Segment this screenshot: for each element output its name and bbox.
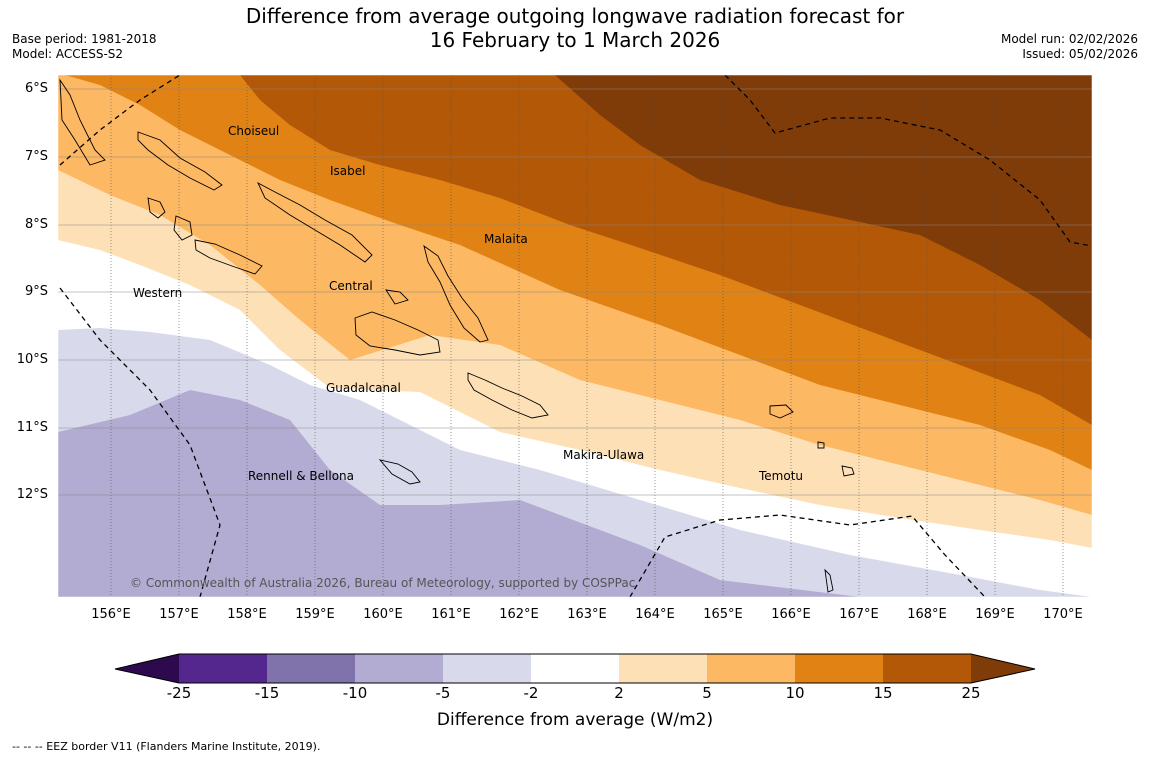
map-frame <box>57 74 1093 598</box>
label-choiseul: Choiseul <box>228 124 280 138</box>
lon-label: 157°E <box>159 607 199 622</box>
colorbar-segment <box>707 654 795 683</box>
label-isabel: Isabel <box>330 164 366 178</box>
lon-label: 162°E <box>499 607 539 622</box>
copyright-notice: © Commonwealth of Australia 2026, Bureau… <box>130 576 635 590</box>
lon-label: 167°E <box>839 607 879 622</box>
lat-label: 9°S <box>24 284 48 299</box>
lat-label: 6°S <box>24 81 48 96</box>
colorbar-tick: 10 <box>785 684 805 702</box>
lat-label: 12°S <box>16 487 48 502</box>
colorbar-tick: -15 <box>254 684 280 702</box>
colorbar-tick: -25 <box>166 684 192 702</box>
colorbar-segment <box>795 654 883 683</box>
colorbar-segment <box>267 654 355 683</box>
metadata-left: Base period: 1981-2018 Model: ACCESS-S2 <box>12 32 157 62</box>
graticule <box>110 75 1064 597</box>
lat-label: 10°S <box>16 352 48 367</box>
issued-date: Issued: 05/02/2026 <box>1022 47 1138 61</box>
eez-legend-note: -- -- -- EEZ border V11 (Flanders Marine… <box>12 740 321 753</box>
lon-label: 168°E <box>907 607 947 622</box>
lon-label: 170°E <box>1043 607 1083 622</box>
colorbar-tick: 5 <box>702 684 712 702</box>
label-temotu: Temotu <box>759 469 804 483</box>
title-line-1: Difference from average outgoing longwav… <box>245 4 905 28</box>
colorbar-segment <box>355 654 443 683</box>
colorbar-tick: -10 <box>342 684 368 702</box>
colorbar-segment <box>619 654 707 683</box>
coastlines <box>59 78 855 593</box>
colorbar-tick: -2 <box>523 684 539 702</box>
lon-label: 159°E <box>295 607 335 622</box>
lat-label: 11°S <box>16 420 48 435</box>
colorbar-segment <box>179 654 267 683</box>
colorbar-tick: 2 <box>614 684 624 702</box>
lon-label: 161°E <box>431 607 471 622</box>
colorbar-tick: 15 <box>873 684 893 702</box>
label-malaita: Malaita <box>484 232 528 246</box>
colorbar-segment <box>971 654 1035 683</box>
metadata-right: Model run: 02/02/2026 Issued: 05/02/2026 <box>1001 32 1138 62</box>
lon-label: 156°E <box>91 607 131 622</box>
colorbar-tick: 25 <box>961 684 981 702</box>
model-name: Model: ACCESS-S2 <box>12 47 124 61</box>
colorbar <box>114 653 1036 684</box>
lon-label: 164°E <box>635 607 675 622</box>
lon-label: 169°E <box>975 607 1015 622</box>
colorbar-segment <box>443 654 531 683</box>
colorbar-title: Difference from average (W/m2) <box>436 710 714 730</box>
label-makira-ulawa: Makira-Ulawa <box>563 448 645 462</box>
colorbar-segment <box>531 654 619 683</box>
latitude-lines <box>58 88 1092 496</box>
base-period: Base period: 1981-2018 <box>12 32 157 46</box>
colorbar-outline <box>114 653 1036 684</box>
title-line-2: 16 February to 1 March 2026 <box>429 28 721 52</box>
lon-label: 160°E <box>363 607 403 622</box>
model-run: Model run: 02/02/2026 <box>1000 32 1138 46</box>
colorbar-segment <box>115 654 179 683</box>
colorbar-segment <box>883 654 971 683</box>
lon-label: 158°E <box>227 607 267 622</box>
eez-border <box>59 75 1092 597</box>
lat-label: 8°S <box>24 217 48 232</box>
map-title: Difference from average outgoing longwav… <box>0 4 1150 52</box>
lat-label: 7°S <box>24 149 48 164</box>
lon-label: 163°E <box>567 607 607 622</box>
lon-label: 166°E <box>771 607 811 622</box>
label-western: Western <box>133 286 183 300</box>
colorbar-tick: -5 <box>435 684 451 702</box>
label-guadalcanal: Guadalcanal <box>326 381 401 395</box>
label-rennell-bellona: Rennell & Bellona <box>248 469 355 483</box>
label-central: Central <box>329 279 373 293</box>
anomaly-layers <box>58 75 1092 597</box>
lon-label: 165°E <box>703 607 743 622</box>
